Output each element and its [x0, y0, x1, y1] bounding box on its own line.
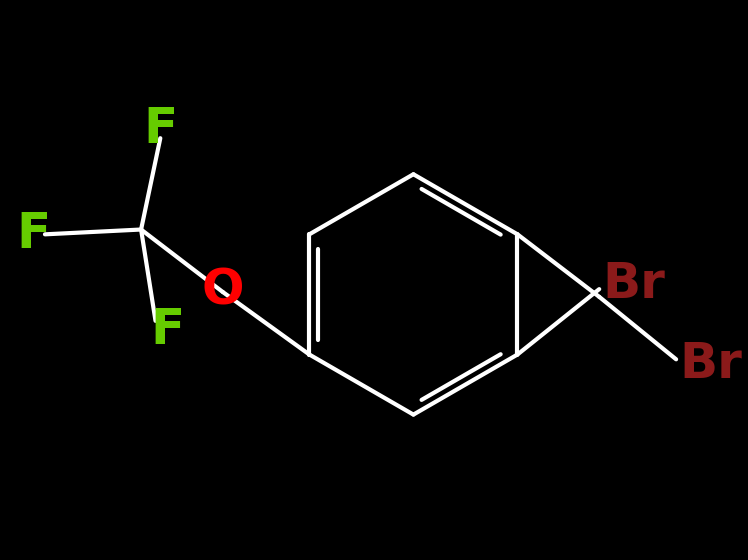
Text: F: F	[143, 105, 177, 152]
Text: F: F	[150, 306, 184, 354]
Text: O: O	[201, 266, 244, 314]
Text: F: F	[16, 211, 51, 258]
Text: Br: Br	[602, 260, 665, 309]
Text: Br: Br	[679, 340, 742, 388]
